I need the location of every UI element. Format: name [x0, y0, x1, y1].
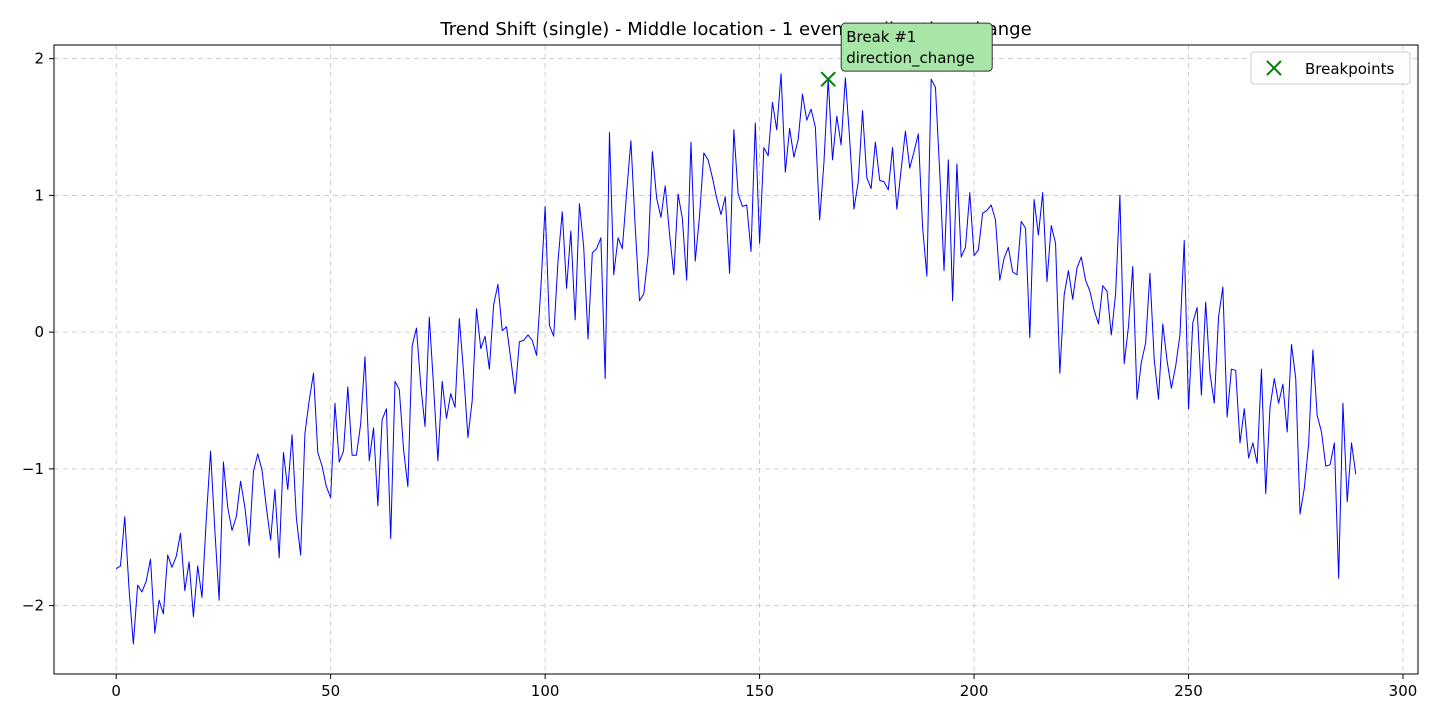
x-tick-label: 200: [960, 682, 989, 700]
axes: [53, 44, 1419, 675]
y-tick-label: −1: [22, 460, 44, 478]
annotation-text: direction_change: [846, 49, 974, 68]
y-tick-label: 1: [34, 186, 44, 204]
x-tick-label: 150: [745, 682, 774, 700]
x-tick-label: 50: [321, 682, 340, 700]
x-tick-label: 300: [1389, 682, 1418, 700]
y-tick-label: −2: [22, 597, 44, 615]
annotation-text: Break #1: [846, 28, 916, 46]
x-tick-label: 250: [1174, 682, 1203, 700]
legend: Breakpoints: [1250, 51, 1411, 85]
x-tick-label: 0: [111, 682, 121, 700]
breakpoint-x-marker: [820, 71, 836, 87]
grid: [54, 45, 1418, 674]
breakpoint-annotation: Break #1 direction_change: [840, 22, 993, 72]
annotations: Break #1 direction_change: [840, 22, 993, 72]
y-tick-label: 0: [34, 323, 44, 341]
legend-label: Breakpoints: [1305, 60, 1394, 78]
ticks: 0 50 100 150 200 250 300 −2 −1 0 1 2: [22, 50, 1417, 700]
legend-box: [1250, 51, 1411, 85]
series-layer: [115, 73, 1357, 645]
x-tick-label: 100: [531, 682, 560, 700]
annotation-box: [840, 22, 993, 72]
plot-frame: [53, 44, 1419, 675]
breakpoint-markers: [820, 71, 836, 87]
legend-x-marker-icon: [1266, 60, 1282, 76]
series-line: [115, 73, 1357, 645]
y-tick-label: 2: [34, 50, 44, 68]
